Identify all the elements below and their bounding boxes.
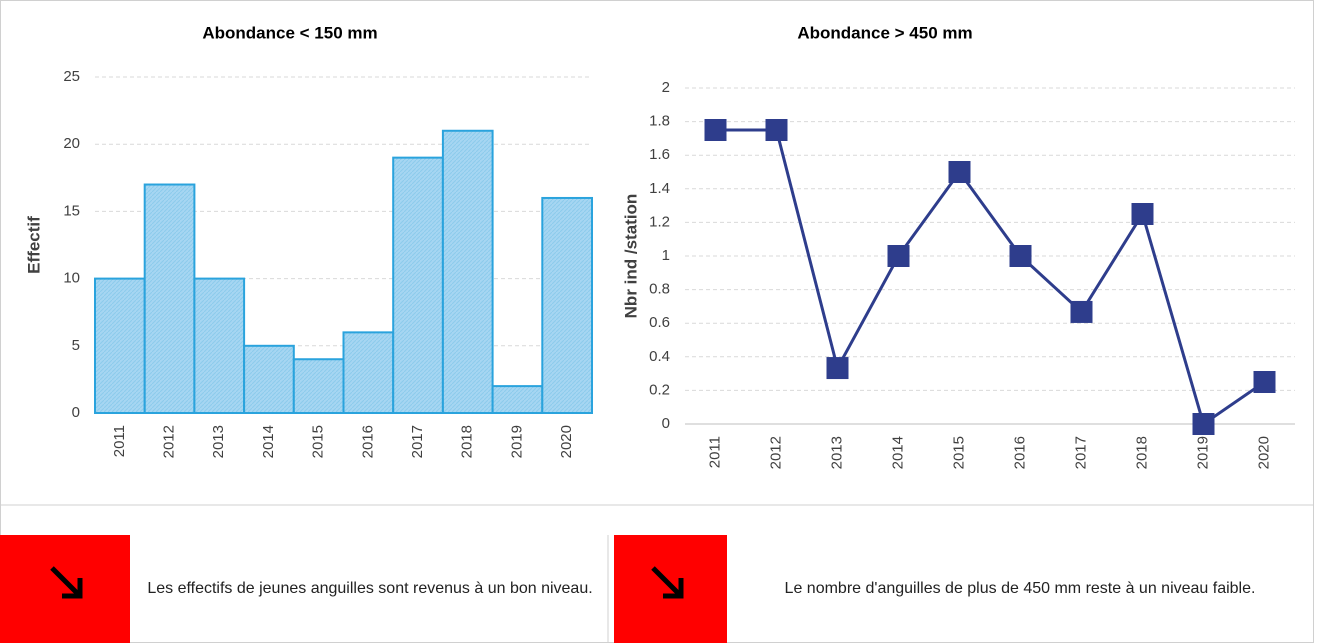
x-tick-label: 2018 xyxy=(1133,436,1150,469)
bar xyxy=(292,358,345,414)
x-tick-label: 2019 xyxy=(508,425,525,458)
x-tick-label: 2020 xyxy=(1255,436,1272,469)
marker xyxy=(826,357,849,380)
x-tick-label: 2016 xyxy=(1011,436,1028,469)
x-tick-label: 2012 xyxy=(767,436,784,469)
chart-title: Abondance > 450 mm xyxy=(797,23,972,42)
y-tick-label: 5 xyxy=(72,337,80,354)
x-tick-label: 2015 xyxy=(950,436,967,469)
x-tick-label: 2014 xyxy=(889,436,906,469)
arrow xyxy=(651,566,684,599)
marker xyxy=(948,161,971,183)
y-tick-label: 20 xyxy=(63,135,80,152)
marker xyxy=(765,119,788,141)
arrow xyxy=(50,566,83,599)
marker xyxy=(1070,300,1093,323)
y-tick-label: 1.6 xyxy=(649,146,670,163)
x-tick-label: 2011 xyxy=(111,425,128,457)
marker xyxy=(704,119,727,141)
y-tick-label: 0.2 xyxy=(649,381,670,398)
marker xyxy=(1253,371,1276,393)
bar xyxy=(392,156,444,414)
y-axis-label: Effectif xyxy=(24,216,43,274)
y-tick-label: 0.8 xyxy=(649,281,670,298)
caption: Le nombre d'anguilles de plus de 450 mm … xyxy=(784,580,1256,597)
bar xyxy=(441,129,494,414)
bar xyxy=(193,277,246,414)
x-tick-label: 2013 xyxy=(828,436,845,469)
marker xyxy=(1009,245,1032,267)
y-tick-label: 0.4 xyxy=(649,348,670,365)
trend-icon xyxy=(0,535,130,643)
x-tick-label: 2019 xyxy=(1194,436,1211,469)
x-tick-label: 2017 xyxy=(1072,436,1089,469)
y-tick-label: 0 xyxy=(72,404,80,421)
x-tick-label: 2018 xyxy=(459,425,476,458)
y-tick-label: 0.6 xyxy=(649,314,670,331)
marker xyxy=(887,245,910,267)
x-tick-label: 2012 xyxy=(161,425,178,458)
marker xyxy=(1192,413,1215,435)
y-axis-label: Nbr ind /station xyxy=(621,194,640,319)
bar xyxy=(541,196,593,414)
bar xyxy=(491,385,544,414)
line xyxy=(715,128,1266,427)
y-tick-label: 1 xyxy=(662,247,670,264)
x-tick-label: 2020 xyxy=(558,425,575,458)
y-tick-label: 1.4 xyxy=(649,180,670,197)
y-tick-label: 1.8 xyxy=(649,113,670,130)
x-tick-label: 2013 xyxy=(210,425,227,458)
x-tick-label: 2015 xyxy=(310,425,327,458)
y-tick-label: 10 xyxy=(63,270,80,287)
bar xyxy=(94,277,146,414)
x-tick-label: 2016 xyxy=(359,425,376,458)
y-tick-label: 25 xyxy=(63,68,80,85)
caption: Les effectifs de jeunes anguilles sont r… xyxy=(147,580,593,597)
y-tick-label: 2 xyxy=(662,79,670,96)
bar xyxy=(243,344,295,414)
y-tick-label: 15 xyxy=(63,202,80,219)
marker xyxy=(1131,203,1154,225)
x-tick-label: 2014 xyxy=(260,425,277,458)
y-tick-label: 1.2 xyxy=(649,213,670,230)
x-tick-label: 2017 xyxy=(409,425,426,458)
bar xyxy=(342,331,395,414)
bar xyxy=(143,183,196,414)
chart-title: Abondance < 150 mm xyxy=(202,23,377,42)
x-tick-label: 2011 xyxy=(706,436,723,468)
y-tick-label: 0 xyxy=(662,415,670,432)
